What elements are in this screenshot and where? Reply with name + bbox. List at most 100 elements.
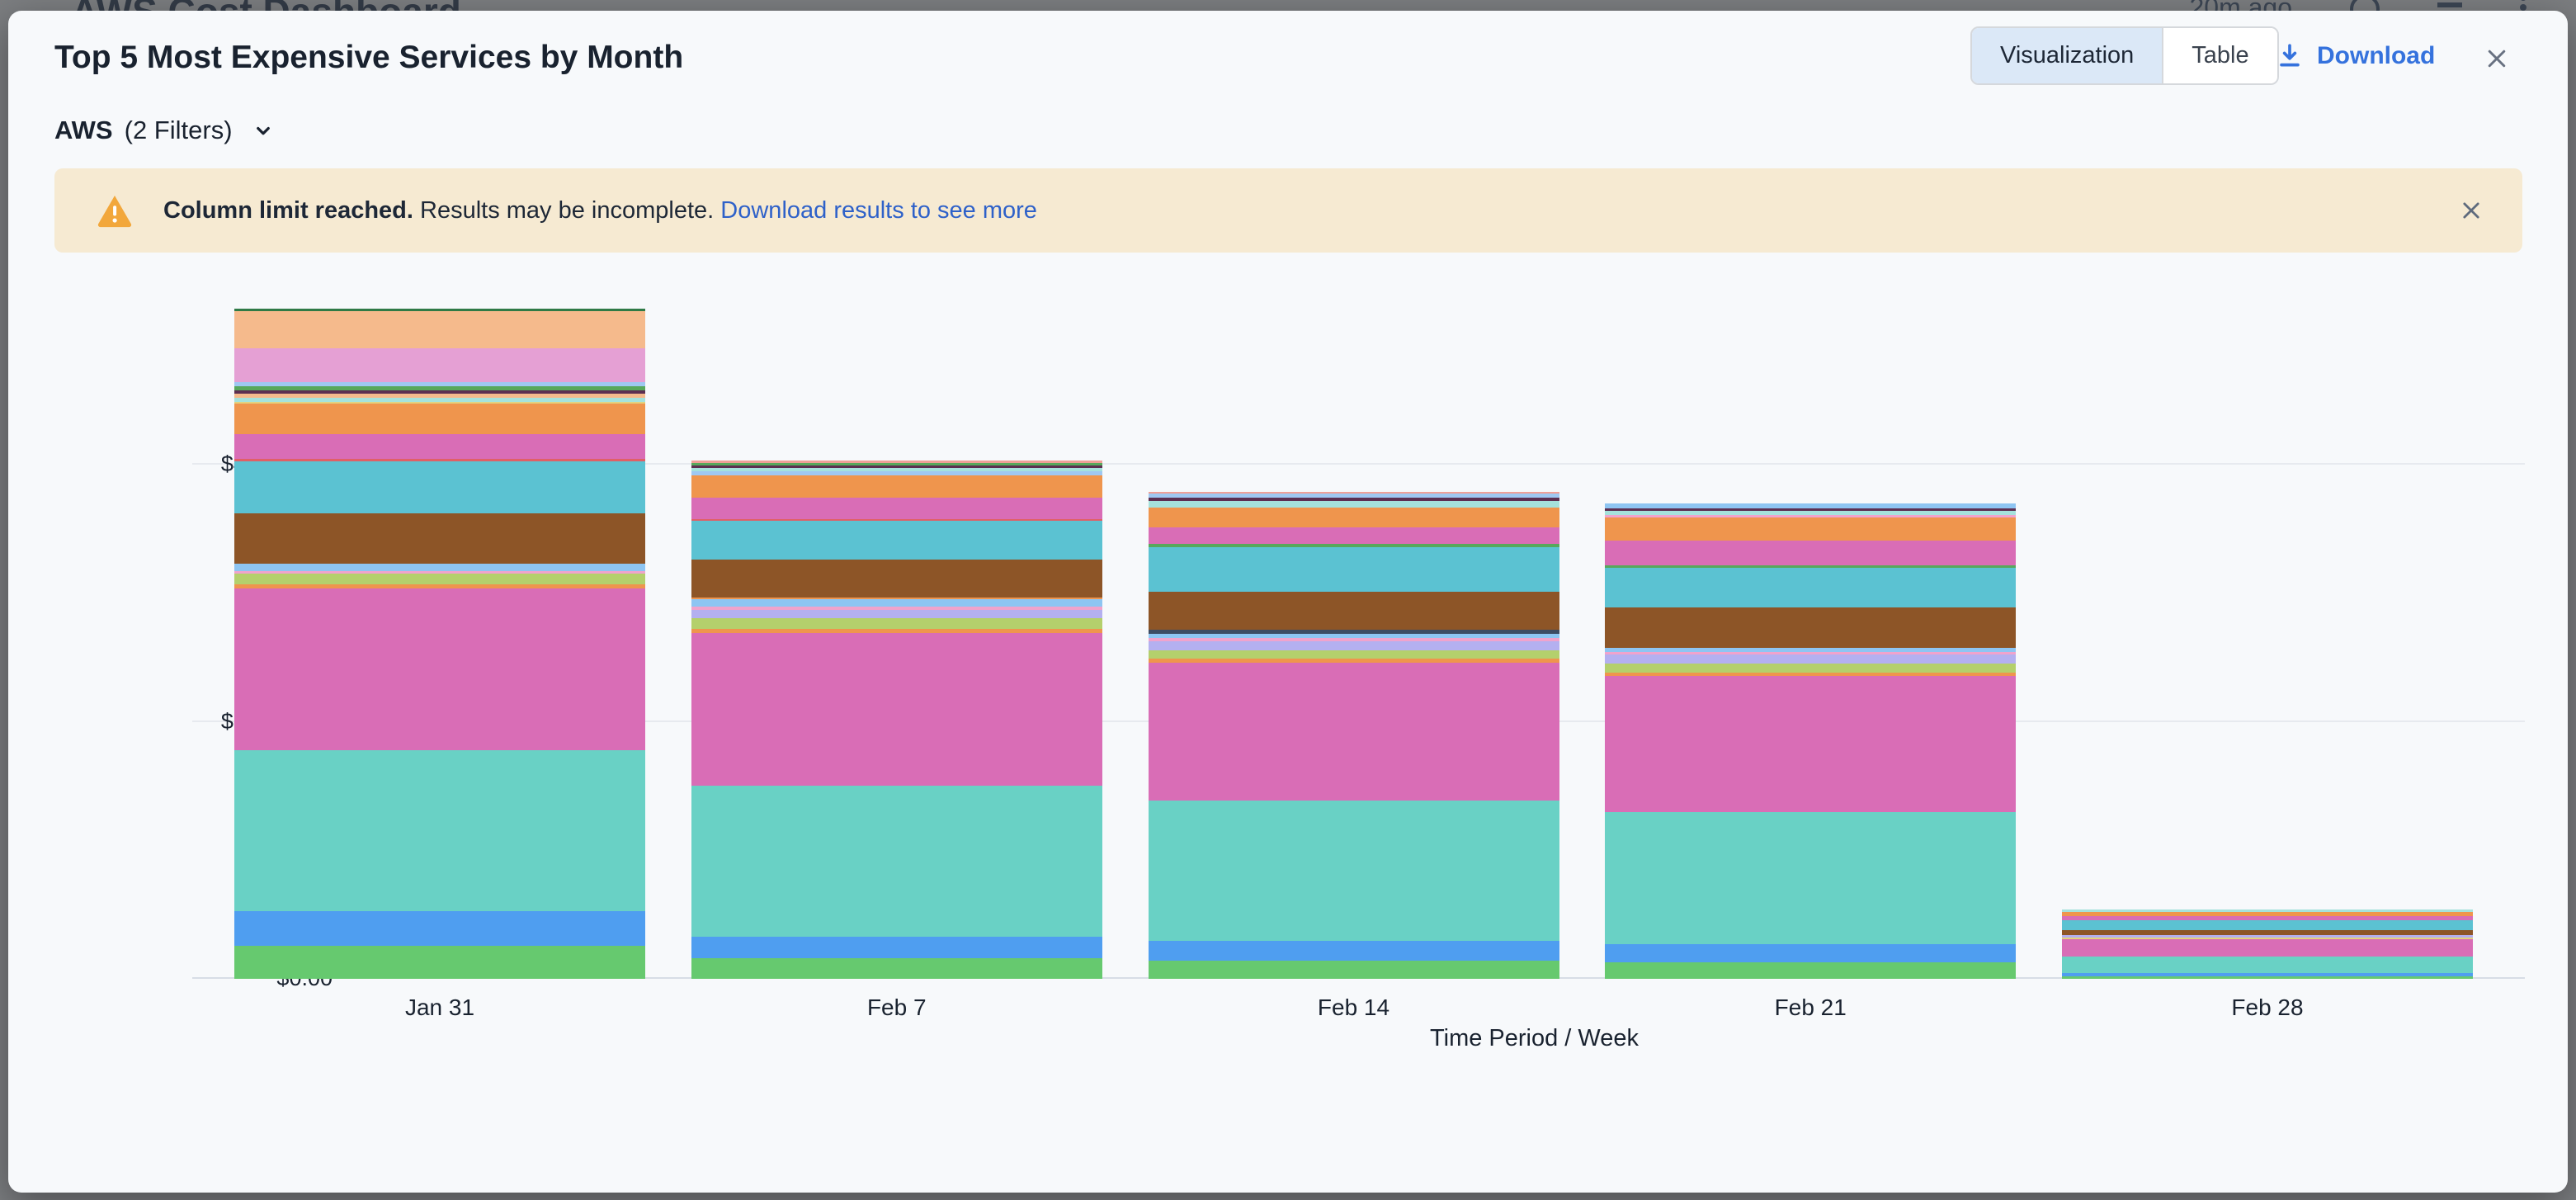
- tab-visualization[interactable]: Visualization: [1972, 28, 2163, 83]
- bar-segment[interactable]: [1605, 812, 2017, 944]
- bar-segment[interactable]: [691, 462, 1102, 465]
- bar-segment[interactable]: [1605, 503, 2017, 508]
- bar-segment[interactable]: [691, 520, 1102, 560]
- banner-close-button[interactable]: [2453, 192, 2489, 229]
- bar-segment[interactable]: [691, 607, 1102, 611]
- bar-segment[interactable]: [691, 465, 1102, 468]
- bar-segment[interactable]: [1148, 591, 1559, 631]
- bar-segment[interactable]: [2062, 934, 2473, 938]
- bar-segment[interactable]: [2062, 956, 2473, 973]
- bar-segment[interactable]: [1605, 567, 2017, 608]
- bar-segment[interactable]: [691, 518, 1102, 521]
- bar-segment[interactable]: [1148, 492, 1559, 494]
- bar-stack-feb-14[interactable]: [1148, 492, 1559, 979]
- bar-segment[interactable]: [1148, 501, 1559, 508]
- bar-segment[interactable]: [234, 513, 645, 564]
- download-button[interactable]: Download: [2276, 26, 2435, 85]
- bar-segment[interactable]: [234, 404, 645, 435]
- bar-segment[interactable]: [1148, 662, 1559, 801]
- modal-close-button[interactable]: [2477, 40, 2517, 77]
- bar-stack-feb-7[interactable]: [691, 461, 1102, 979]
- bar-segment[interactable]: [1148, 508, 1559, 527]
- bar-segment[interactable]: [691, 467, 1102, 471]
- bar-segment[interactable]: [234, 382, 645, 387]
- bar-segment[interactable]: [234, 311, 645, 349]
- bar-segment[interactable]: [2062, 937, 2473, 939]
- bar-segment[interactable]: [1148, 630, 1559, 635]
- bar-segment[interactable]: [234, 386, 645, 390]
- bar-segment[interactable]: [2062, 919, 2473, 930]
- bar-segment[interactable]: [1605, 961, 2017, 979]
- bar-segment[interactable]: [234, 402, 645, 404]
- banner-download-link[interactable]: Download results to see more: [720, 196, 1037, 224]
- bar-segment[interactable]: [234, 911, 645, 947]
- bar-stack-feb-28[interactable]: [2062, 909, 2473, 979]
- filter-dropdown[interactable]: AWS (2 Filters): [54, 112, 276, 149]
- bar-segment[interactable]: [2062, 929, 2473, 935]
- bar-segment[interactable]: [691, 610, 1102, 619]
- bar-segment[interactable]: [234, 946, 645, 979]
- bar-segment[interactable]: [1605, 664, 2017, 673]
- tab-table[interactable]: Table: [2163, 28, 2277, 83]
- bar-segment[interactable]: [234, 574, 645, 585]
- bar-segment[interactable]: [1605, 510, 2017, 515]
- bar-segment[interactable]: [1605, 673, 2017, 677]
- bar-segment[interactable]: [1605, 607, 2017, 648]
- bar-segment[interactable]: [1605, 654, 2017, 664]
- bar-segment[interactable]: [1148, 527, 1559, 544]
- bar-segment[interactable]: [1148, 941, 1559, 961]
- bar-segment[interactable]: [234, 434, 645, 459]
- bar-segment[interactable]: [691, 958, 1102, 979]
- bar-segment[interactable]: [234, 461, 645, 513]
- bar-segment[interactable]: [234, 390, 645, 394]
- bar-segment[interactable]: [1605, 508, 2017, 511]
- bar-segment[interactable]: [2062, 976, 2473, 979]
- bar-segment[interactable]: [691, 470, 1102, 475]
- bar-segment[interactable]: [1148, 494, 1559, 498]
- bar-segment[interactable]: [2062, 915, 2473, 920]
- bar-segment[interactable]: [234, 588, 645, 750]
- bar-segment[interactable]: [1148, 641, 1559, 650]
- bar-segment[interactable]: [691, 498, 1102, 519]
- bar-segment[interactable]: [691, 618, 1102, 630]
- bar-segment[interactable]: [234, 398, 645, 403]
- bar-segment[interactable]: [1605, 517, 2017, 541]
- bar-segment[interactable]: [691, 598, 1102, 600]
- bar-segment[interactable]: [2062, 909, 2473, 912]
- bar-segment[interactable]: [1148, 634, 1559, 639]
- bar-segment[interactable]: [691, 785, 1102, 938]
- bar-segment[interactable]: [234, 458, 645, 461]
- bar-segment[interactable]: [2062, 973, 2473, 977]
- bar-stack-feb-21[interactable]: [1605, 503, 2017, 979]
- bar-segment[interactable]: [691, 633, 1102, 786]
- bar-segment[interactable]: [234, 584, 645, 589]
- bar-segment[interactable]: [1605, 541, 2017, 566]
- bar-segment[interactable]: [1605, 647, 2017, 653]
- bar-segment[interactable]: [1148, 650, 1559, 659]
- bar-segment[interactable]: [1605, 676, 2017, 813]
- bar-stack-jan-31[interactable]: [234, 308, 645, 979]
- bar-segment[interactable]: [234, 308, 645, 312]
- bar-segment[interactable]: [234, 393, 645, 399]
- bar-segment[interactable]: [2062, 911, 2473, 916]
- bar-segment[interactable]: [1148, 961, 1559, 979]
- bar-segment[interactable]: [1148, 638, 1559, 642]
- bar-segment[interactable]: [691, 559, 1102, 598]
- bar-segment[interactable]: [234, 563, 645, 571]
- bar-segment[interactable]: [1605, 652, 2017, 655]
- bar-segment[interactable]: [691, 475, 1102, 498]
- bar-segment[interactable]: [1605, 943, 2017, 962]
- bar-segment[interactable]: [1148, 658, 1559, 663]
- bar-segment[interactable]: [1148, 543, 1559, 547]
- bar-segment[interactable]: [691, 937, 1102, 959]
- bar-segment[interactable]: [2062, 938, 2473, 957]
- bar-segment[interactable]: [234, 570, 645, 574]
- bar-segment[interactable]: [234, 749, 645, 912]
- bar-segment[interactable]: [1148, 546, 1559, 592]
- bar-segment[interactable]: [691, 461, 1102, 463]
- bar-segment[interactable]: [234, 348, 645, 383]
- bar-segment[interactable]: [691, 599, 1102, 607]
- bar-segment[interactable]: [1148, 498, 1559, 502]
- bar-segment[interactable]: [1605, 514, 2017, 517]
- bar-segment[interactable]: [691, 629, 1102, 634]
